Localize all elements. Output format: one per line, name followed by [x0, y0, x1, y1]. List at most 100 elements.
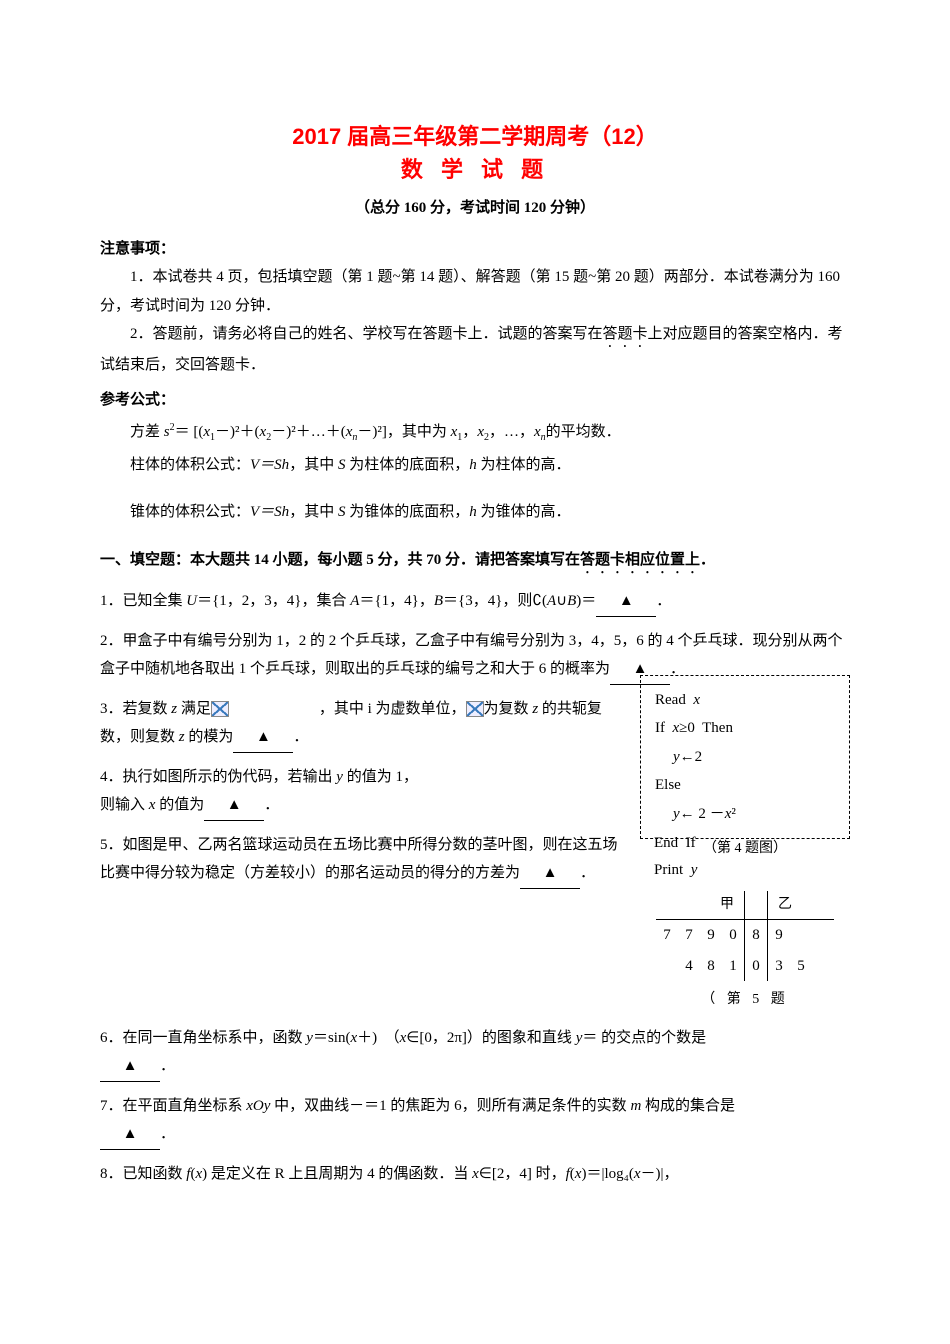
notice-p2: 2．答题前，请务必将自己的姓名、学校写在答题卡上．试题的答案写在答题卡上对应题目…	[100, 320, 850, 380]
t: 为柱体的底面积，	[349, 457, 469, 473]
t: 则输入	[100, 797, 149, 813]
t: －)²]，其中为	[357, 424, 450, 440]
code-line: Else	[655, 771, 835, 800]
t: 1．已知全集	[100, 593, 186, 609]
title-sub: 数 学 试 题	[100, 153, 850, 186]
t: x	[534, 424, 541, 440]
t: 方差	[130, 424, 164, 440]
t: V＝Sh	[250, 457, 289, 473]
t: －)²＋(	[215, 424, 260, 440]
t: y	[336, 769, 346, 785]
cell: 0	[722, 920, 745, 951]
t: 中，双曲线－＝1 的焦距为 6，则所有满足条件的实数	[274, 1098, 630, 1114]
formula-variance: 方差 s2＝ [(x1－)²＋(x2－)²＋…＋(xn－)²]，其中为 x1，x…	[100, 418, 850, 447]
formula-cone: 锥体的体积公式：V＝Sh，其中 S 为锥体的底面积，h 为锥体的高．	[100, 498, 850, 527]
t: ＝ 的交点的个数是	[582, 1030, 706, 1046]
t: ＝{3，4}，则	[443, 593, 532, 609]
cell: 4	[678, 951, 700, 982]
t: h	[469, 457, 480, 473]
t: B	[567, 593, 576, 609]
t: )＝|log₄(	[581, 1166, 633, 1182]
answer-blank[interactable]: ▲	[520, 859, 580, 889]
t: ，其中 i 为虚数单位，	[319, 701, 466, 717]
t: ，	[462, 424, 477, 440]
t: x	[477, 424, 484, 440]
figure-q4-q5: Read x If x≥0 Then y←2 Else y← 2 －x² End…	[640, 675, 850, 1014]
t: Else	[655, 777, 681, 793]
t: ．	[264, 797, 279, 813]
complement-icon: ∁	[532, 592, 542, 609]
t: 锥体的体积公式：	[130, 504, 250, 520]
t: 一、填空题：本大题共 14 小题，每小题 5 分，共 70 分．请把答案填写在	[100, 552, 580, 568]
t: ²	[731, 806, 736, 822]
cell	[656, 951, 678, 982]
t: Read	[655, 692, 693, 708]
stem-leaf-right-header: 乙	[768, 891, 835, 920]
t: ．	[580, 865, 595, 881]
t: U	[186, 593, 197, 609]
t: z	[179, 729, 189, 745]
t: 构成的集合是	[645, 1098, 735, 1114]
answer-blank[interactable]: ▲	[100, 1120, 160, 1150]
notice-p2a: 2．答题前，请务必将自己的姓名、学校写在答题卡上．试题的答案写在	[130, 326, 603, 342]
t: 7．在平面直角坐标系	[100, 1098, 246, 1114]
answer-blank[interactable]: ▲	[596, 587, 656, 617]
t: ＝ [(	[175, 424, 204, 440]
notice-heading: 注意事项：	[100, 235, 850, 264]
t: x	[149, 797, 159, 813]
t: 柱体的体积公式：	[130, 457, 250, 473]
t: ，其中	[289, 457, 338, 473]
t: 的值为 1，	[347, 769, 418, 785]
t: x	[634, 1166, 641, 1182]
t: 为复数	[484, 701, 533, 717]
t: 的平均数．	[546, 424, 621, 440]
t: ．	[656, 593, 671, 609]
answer-blank[interactable]: ▲	[204, 791, 264, 821]
stem-leaf-left-header: 甲	[656, 891, 745, 920]
t: －)²＋…＋(	[271, 424, 346, 440]
t: 为锥体的底面积，	[349, 504, 469, 520]
stem-leaf-row: 4 8 1 0 3 5	[656, 951, 834, 982]
figure-5-caption: （ 第 5 题	[640, 987, 850, 1014]
t: z	[532, 701, 542, 717]
t: 答题卡相应位置上	[580, 552, 700, 568]
t: 8．已知函数	[100, 1166, 186, 1182]
t: ) 是定义在 R 上且周期为 4 的偶函数．当	[202, 1166, 472, 1182]
cell: 7	[678, 920, 700, 951]
t: 为锥体的高．	[480, 504, 570, 520]
t: y	[673, 749, 680, 765]
notice-p2-dotted: 答题卡	[603, 326, 648, 342]
cell: 8	[700, 951, 722, 982]
t: V＝Sh	[250, 504, 289, 520]
cell: 3	[768, 951, 791, 982]
t: y	[691, 862, 698, 878]
cell	[812, 951, 834, 982]
stem-cell: 8	[745, 920, 768, 951]
t: 2．甲盒子中有编号分别为 1，2 的 2 个乒乓球，乙盒子中有编号分别为 3，4…	[100, 633, 843, 678]
cell	[790, 920, 812, 951]
t: ＝{1，2，3，4}，集合	[197, 593, 350, 609]
t: ，其中	[289, 504, 338, 520]
t: A	[547, 593, 556, 609]
t: ＝{1，4}，	[359, 593, 433, 609]
t: h	[469, 504, 480, 520]
t: ← 2 －	[680, 806, 725, 822]
cell: 1	[722, 951, 745, 982]
t: )＝	[576, 593, 596, 609]
t: ∈[0，2π]）的图象和直线	[406, 1030, 575, 1046]
t: ，…，	[489, 424, 534, 440]
answer-blank[interactable]: ▲	[100, 1052, 160, 1082]
formula-prism: 柱体的体积公式：V＝Sh，其中 S 为柱体的底面积，h 为柱体的高．	[100, 451, 850, 480]
exam-info: （总分 160 分，考试时间 120 分钟）	[100, 194, 850, 223]
title-main: 2017 届高三年级第二学期周考（12）	[100, 120, 850, 153]
answer-blank[interactable]: ▲	[233, 723, 293, 753]
t: S	[338, 504, 349, 520]
question-7: 7．在平面直角坐标系 xOy 中，双曲线－＝1 的焦距为 6，则所有满足条件的实…	[100, 1092, 850, 1150]
cell: 7	[656, 920, 678, 951]
t: B	[434, 593, 443, 609]
section-1-heading: 一、填空题：本大题共 14 小题，每小题 5 分，共 70 分．请把答案填写在答…	[100, 546, 850, 577]
question-8: 8．已知函数 f(x) 是定义在 R 上且周期为 4 的偶函数．当 x∈[2，4…	[100, 1160, 850, 1189]
t: S	[338, 457, 349, 473]
t: 满足	[181, 701, 211, 717]
formulas-heading: 参考公式：	[100, 386, 850, 415]
